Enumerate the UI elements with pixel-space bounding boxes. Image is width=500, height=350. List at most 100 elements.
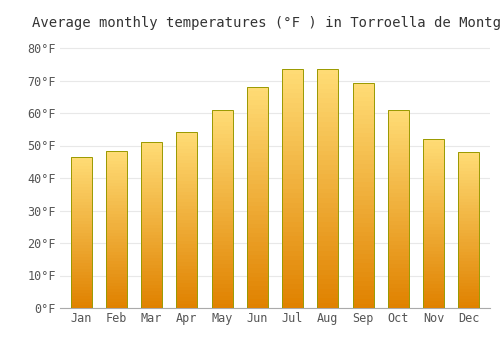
Bar [212,292,233,296]
Bar [423,176,444,180]
Bar [70,205,92,209]
Bar [176,174,198,177]
Bar [318,241,338,246]
Bar [70,260,92,263]
Bar [388,280,409,284]
Bar [352,106,374,110]
Bar [247,118,268,122]
Bar [423,284,444,288]
Bar [318,260,338,265]
Bar [458,208,479,211]
Bar [352,83,374,88]
Bar [176,301,198,304]
Bar [70,166,92,169]
Bar [141,218,162,222]
Bar [282,179,303,184]
Bar [423,193,444,196]
Bar [176,181,198,184]
Bar [176,273,198,276]
Bar [318,69,338,74]
Bar [282,112,303,117]
Bar [423,224,444,227]
Bar [423,237,444,240]
Bar [176,191,198,195]
Bar [282,217,303,222]
Bar [70,217,92,220]
Bar [70,284,92,287]
Bar [388,205,409,209]
Bar [106,180,127,183]
Bar [352,299,374,303]
Bar [423,278,444,281]
Bar [318,112,338,117]
Bar [247,255,268,259]
Bar [352,281,374,286]
Bar [352,160,374,164]
Bar [458,158,479,161]
Bar [318,194,338,198]
Bar [282,208,303,212]
Bar [247,162,268,167]
Bar [388,284,409,288]
Bar [352,303,374,308]
Bar [458,295,479,299]
Bar [458,152,479,155]
Bar [282,150,303,155]
Bar [141,261,162,265]
Bar [70,194,92,196]
Bar [247,197,268,202]
Bar [388,225,409,229]
Bar [318,150,338,155]
Bar [423,294,444,298]
Bar [176,234,198,237]
Bar [352,142,374,146]
Bar [212,197,233,201]
Bar [423,274,444,278]
Bar [458,299,479,302]
Bar [70,196,92,200]
Bar [212,169,233,173]
Bar [141,301,162,305]
Bar [247,229,268,233]
Bar [318,227,338,232]
Bar [318,155,338,160]
Bar [212,161,233,165]
Bar [282,227,303,232]
Bar [423,291,444,294]
Bar [70,187,92,190]
Bar [423,180,444,183]
Bar [70,181,92,184]
Bar [106,211,127,214]
Bar [458,186,479,189]
Bar [318,79,338,84]
Bar [141,278,162,281]
Bar [247,87,268,91]
Bar [318,222,338,227]
Bar [282,299,303,303]
Bar [247,87,268,308]
Bar [176,259,198,262]
Bar [212,272,233,276]
Bar [247,158,268,162]
Bar [423,139,444,308]
Bar [106,202,127,205]
Bar [212,122,233,126]
Bar [141,268,162,272]
Bar [106,264,127,267]
Bar [212,114,233,118]
Bar [141,178,162,182]
Bar [176,237,198,241]
Bar [318,165,338,170]
Bar [282,203,303,208]
Bar [70,220,92,224]
Bar [176,252,198,255]
Bar [282,160,303,165]
Bar [247,184,268,189]
Bar [106,292,127,295]
Bar [458,199,479,202]
Bar [176,142,198,146]
Bar [282,189,303,194]
Bar [352,137,374,142]
Bar [388,146,409,149]
Bar [212,153,233,158]
